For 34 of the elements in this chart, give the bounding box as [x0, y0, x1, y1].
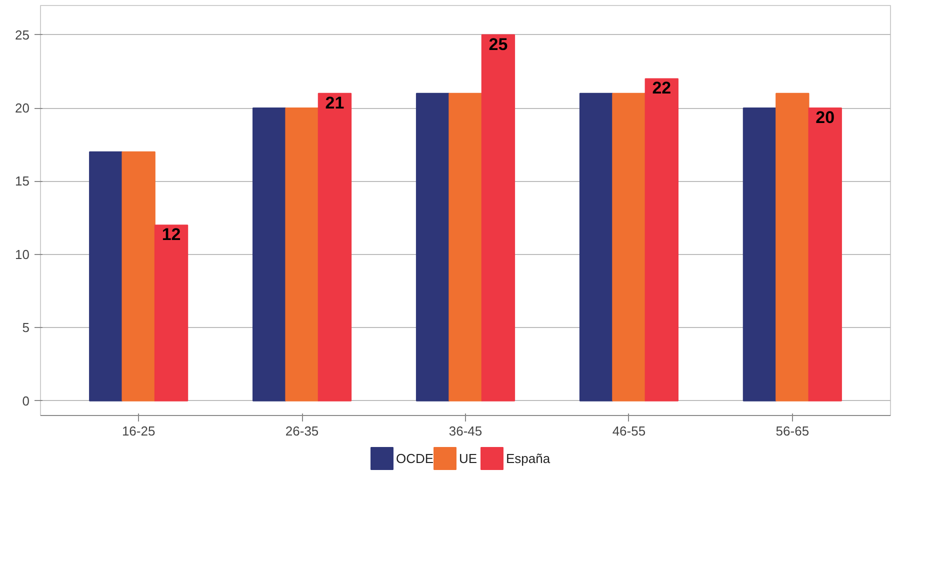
y-tick-label: 20 — [15, 100, 30, 116]
bar — [612, 92, 646, 402]
y-tick-label: 0 — [22, 393, 30, 408]
bar — [89, 151, 123, 402]
data-label: 20 — [816, 108, 835, 127]
legend-label: OCDE — [396, 451, 434, 466]
bar — [776, 92, 810, 402]
bar — [579, 92, 614, 402]
x-tick-label: 36-45 — [448, 424, 482, 438]
data-label: 22 — [652, 78, 672, 98]
legend-label: España — [506, 451, 551, 466]
bar — [416, 92, 450, 402]
bar — [122, 151, 156, 402]
y-tick-label: 15 — [15, 174, 30, 189]
bar — [644, 78, 678, 402]
bar — [285, 108, 319, 402]
bar — [318, 92, 352, 402]
bar — [808, 108, 842, 402]
bar — [448, 92, 482, 402]
y-tick-label: 25 — [15, 27, 30, 42]
y-tick-label: 10 — [15, 246, 30, 262]
data-label: 21 — [325, 93, 344, 112]
x-tick-label: 46-55 — [612, 424, 646, 438]
y-tick-label: 5 — [22, 320, 30, 336]
x-tick-label: 26-35 — [285, 424, 319, 438]
bar — [742, 108, 777, 402]
legend-label: UE — [459, 451, 478, 466]
x-tick-label: 56-65 — [776, 424, 810, 438]
x-tick-label: 16-25 — [122, 424, 156, 438]
data-label: 25 — [488, 34, 508, 54]
data-label: 12 — [162, 225, 181, 244]
bar — [252, 108, 286, 402]
bar — [481, 34, 516, 402]
bar — [154, 224, 188, 402]
